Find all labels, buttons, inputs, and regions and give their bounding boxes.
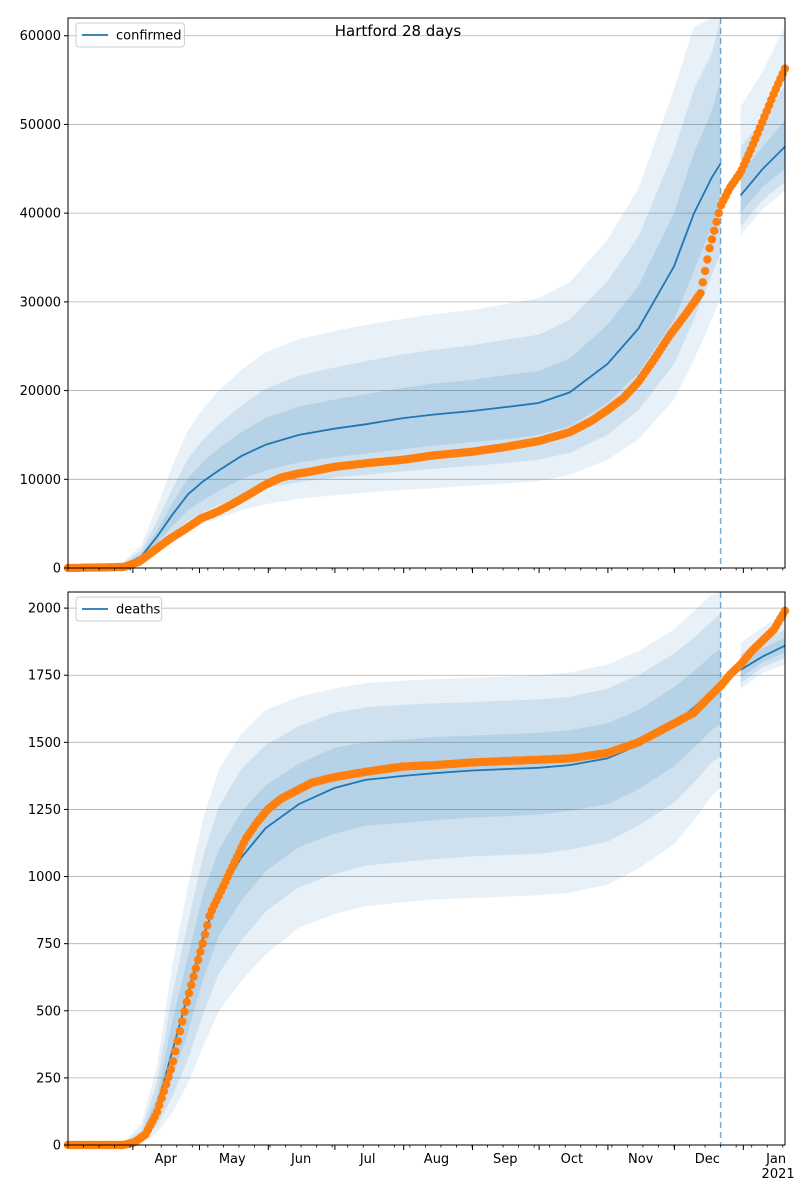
observed-point <box>182 997 191 1007</box>
observed-point <box>707 235 717 244</box>
observed-point <box>712 217 721 227</box>
observed-point <box>705 244 714 253</box>
y-tick-label: 30000 <box>20 295 61 310</box>
legend: confirmed <box>75 22 185 48</box>
observed-point <box>198 939 207 948</box>
legend-box <box>75 596 163 622</box>
y-tick-label: 50000 <box>20 118 61 133</box>
x-tick-label: Jan <box>765 1152 786 1167</box>
band95-area <box>68 592 721 1145</box>
y-tick-label: 750 <box>36 937 61 952</box>
observed-point <box>164 1072 173 1082</box>
band95-area <box>68 18 721 568</box>
y-tick-label: 1000 <box>28 870 61 885</box>
band80-area <box>68 613 721 1145</box>
observed-point <box>175 1026 185 1036</box>
y-tick-label: 2000 <box>28 602 61 617</box>
y-tick-label: 10000 <box>20 473 61 488</box>
y-tick-label: 500 <box>36 1004 61 1019</box>
legend-label: confirmed <box>116 29 182 44</box>
y-tick-label: 0 <box>53 1139 61 1154</box>
x-tick-label: Apr <box>154 1152 177 1167</box>
plot-frame <box>67 591 786 1146</box>
legend: deaths <box>75 596 163 622</box>
observed-point <box>196 947 205 956</box>
y-tick-label: 20000 <box>20 384 61 399</box>
model-median-line <box>739 145 786 196</box>
band50-area <box>68 648 721 1145</box>
x-tick-label: Aug <box>424 1152 449 1167</box>
observed-point <box>184 989 194 998</box>
band50-area <box>740 637 785 678</box>
observed-point <box>200 930 210 939</box>
deaths-panel: 0 250 500 750 1000 1250 1500 1750 2000 Apr May Jun J… <box>28 591 795 1182</box>
plot-frame <box>67 17 786 569</box>
observed-point <box>178 1017 187 1026</box>
x-tick-label: Oct <box>561 1152 583 1167</box>
observed-point <box>162 1080 171 1089</box>
x-tick-label: May <box>219 1152 246 1167</box>
y-tick-label: 60000 <box>20 29 61 44</box>
x-tick-label: Nov <box>628 1152 654 1167</box>
observed-point <box>187 980 196 990</box>
x-tick-label: Jul <box>359 1152 376 1167</box>
model-median-line <box>67 163 722 569</box>
y-tick-label: 0 <box>53 562 61 577</box>
legend-label: deaths <box>116 603 161 618</box>
observed-point <box>155 1100 164 1110</box>
y-tick-label: 40000 <box>20 207 61 222</box>
observed-point <box>194 955 203 965</box>
y-tick-label: 1750 <box>28 669 61 684</box>
confirmed-panel: 0 10000 20000 30000 40000 50000 60000 confirmed <box>20 17 790 577</box>
observed-point <box>189 972 198 981</box>
band80-area <box>68 18 721 568</box>
observed-point <box>703 255 712 264</box>
observed-point <box>191 964 201 973</box>
band50-area <box>740 120 785 214</box>
observed-point <box>203 921 212 930</box>
x-tick-label: Sep <box>493 1152 518 1167</box>
model-median-line <box>740 644 786 671</box>
y-tick-label: 1500 <box>28 736 61 751</box>
band50-area <box>68 80 721 568</box>
observed-point <box>157 1094 166 1103</box>
band80-area <box>740 84 785 227</box>
legend-box <box>75 22 185 48</box>
observed-point <box>714 208 723 218</box>
x-tick-label: Jun <box>290 1152 311 1167</box>
x-tick-label: Dec <box>695 1152 720 1167</box>
observed-point <box>166 1065 175 1074</box>
observed-point <box>173 1036 182 1046</box>
y-tick-label: 1250 <box>28 803 61 818</box>
x-year-label: 2021 <box>762 1167 795 1182</box>
y-tick-label: 250 <box>36 1071 61 1086</box>
observed-point <box>700 266 710 276</box>
observed-point <box>180 1007 189 1016</box>
observed-point <box>696 289 705 298</box>
observed-point <box>171 1047 180 1056</box>
observed-point <box>698 278 707 287</box>
observed-point <box>710 226 719 235</box>
observed-point <box>159 1087 169 1096</box>
chart-title: Hartford 28 days <box>335 22 462 40</box>
observed-point <box>152 1107 162 1117</box>
observed-point <box>168 1057 178 1066</box>
